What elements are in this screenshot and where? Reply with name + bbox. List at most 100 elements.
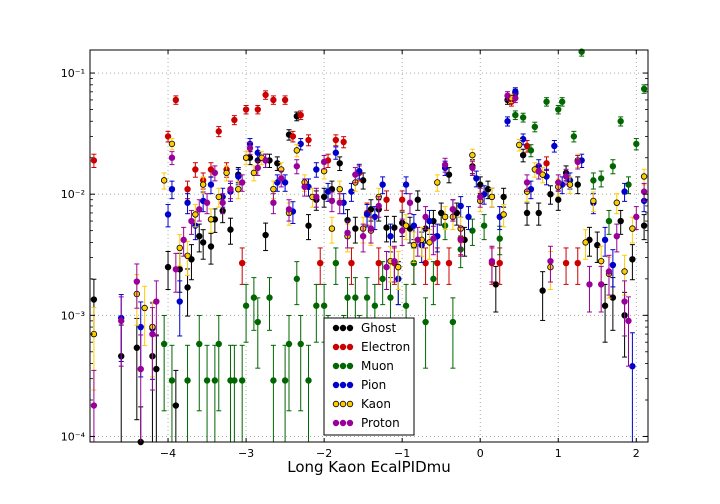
data-point xyxy=(297,111,304,119)
data-point xyxy=(590,177,597,184)
data-point xyxy=(141,304,148,312)
data-point xyxy=(414,196,421,203)
data-point xyxy=(176,244,183,252)
data-point xyxy=(414,236,421,244)
data-point xyxy=(379,181,386,188)
data-point xyxy=(250,169,258,177)
data-point xyxy=(640,188,648,195)
data-point xyxy=(375,202,382,210)
data-point xyxy=(297,140,304,148)
data-point xyxy=(270,96,277,104)
data-point xyxy=(590,197,597,205)
data-point xyxy=(633,140,640,148)
data-point xyxy=(640,85,648,93)
data-point xyxy=(336,185,343,193)
data-point xyxy=(586,281,593,288)
data-point xyxy=(426,217,433,225)
data-point xyxy=(215,193,222,201)
data-point xyxy=(301,183,308,191)
data-point xyxy=(274,179,281,186)
data-point xyxy=(597,257,605,265)
data-point xyxy=(348,259,355,267)
data-point xyxy=(465,213,472,221)
data-point xyxy=(289,133,297,140)
data-point xyxy=(500,211,507,218)
data-point xyxy=(207,243,215,250)
data-point xyxy=(352,294,359,301)
data-point xyxy=(293,147,301,154)
data-point xyxy=(340,138,347,146)
legend-marker xyxy=(339,343,347,351)
data-point xyxy=(235,185,242,193)
data-point xyxy=(254,149,261,156)
legend-marker xyxy=(346,343,354,351)
data-point xyxy=(211,377,219,384)
data-point xyxy=(469,227,476,234)
data-point xyxy=(332,136,340,144)
data-point xyxy=(332,259,340,267)
data-point xyxy=(387,232,394,240)
legend-marker xyxy=(339,400,347,408)
data-point xyxy=(184,377,191,384)
data-point xyxy=(426,239,433,246)
data-point xyxy=(90,157,98,164)
data-point xyxy=(363,294,371,301)
data-point xyxy=(215,128,222,135)
data-point xyxy=(196,232,203,240)
data-point xyxy=(281,179,289,186)
data-point xyxy=(523,209,531,217)
data-point xyxy=(613,199,620,206)
data-point xyxy=(469,164,476,172)
data-point xyxy=(133,344,141,351)
data-point xyxy=(473,175,480,182)
legend: Ghost Electron Muon Pion Kaon Proton xyxy=(323,317,415,436)
data-point xyxy=(453,209,460,217)
data-point xyxy=(199,181,207,188)
data-point xyxy=(328,197,336,205)
data-point xyxy=(313,193,320,201)
data-point xyxy=(313,166,320,173)
data-point xyxy=(488,257,496,265)
data-point xyxy=(562,173,570,180)
data-point xyxy=(274,160,281,167)
legend-marker xyxy=(332,362,340,370)
data-point xyxy=(430,235,437,242)
data-point xyxy=(168,140,176,148)
data-point xyxy=(297,340,304,348)
data-point xyxy=(383,196,390,203)
data-point xyxy=(266,294,273,301)
data-point xyxy=(527,147,535,154)
legend-label-pion: Pion xyxy=(361,378,386,392)
data-point xyxy=(352,225,359,232)
data-point xyxy=(172,402,180,409)
data-point xyxy=(625,317,632,325)
legend-marker xyxy=(346,324,354,332)
data-point xyxy=(605,217,613,225)
data-point xyxy=(262,157,269,164)
data-point xyxy=(617,217,624,225)
data-point xyxy=(285,340,293,348)
data-point xyxy=(180,236,187,244)
data-point xyxy=(640,222,648,229)
data-point xyxy=(504,118,511,125)
data-point xyxy=(422,318,429,326)
data-point xyxy=(262,231,269,239)
data-point xyxy=(207,181,215,188)
data-point xyxy=(398,227,406,234)
data-point xyxy=(383,224,390,231)
data-point xyxy=(496,235,503,242)
data-point xyxy=(605,268,613,275)
legend-marker xyxy=(346,400,354,408)
x-tick-label: −2 xyxy=(316,447,332,460)
data-point xyxy=(422,213,429,221)
data-point xyxy=(359,232,367,240)
legend-marker xyxy=(332,324,340,332)
data-point xyxy=(199,239,207,246)
data-point xyxy=(457,202,464,210)
y-tick-label: 10⁻⁴ xyxy=(61,430,86,443)
data-point xyxy=(242,302,250,309)
data-point xyxy=(558,98,566,105)
data-point xyxy=(523,142,531,150)
data-point xyxy=(168,185,176,193)
data-point xyxy=(531,123,539,131)
